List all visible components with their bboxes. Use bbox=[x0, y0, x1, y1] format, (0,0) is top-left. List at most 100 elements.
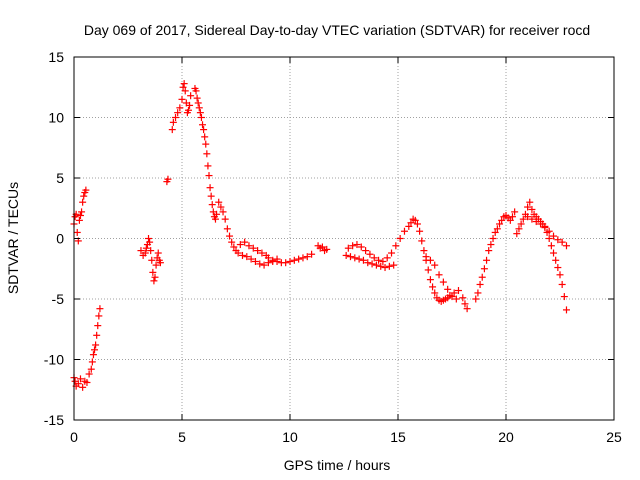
data-point bbox=[282, 259, 290, 267]
data-point bbox=[375, 256, 383, 264]
data-point bbox=[200, 126, 208, 134]
data-point bbox=[550, 232, 558, 240]
y-tick-label: -15 bbox=[44, 412, 64, 428]
data-point bbox=[204, 162, 212, 170]
data-point bbox=[251, 257, 259, 265]
y-axis-label: SDTVAR / TECUs bbox=[5, 182, 21, 294]
data-point bbox=[552, 256, 560, 264]
data-point bbox=[234, 249, 242, 257]
data-point bbox=[87, 365, 95, 373]
data-point bbox=[76, 212, 84, 220]
data-point bbox=[517, 220, 525, 228]
data-point bbox=[418, 237, 426, 245]
data-point bbox=[431, 289, 439, 297]
data-point bbox=[560, 293, 568, 301]
data-point bbox=[149, 268, 157, 276]
data-point bbox=[249, 244, 257, 252]
y-tick-label: 5 bbox=[56, 170, 64, 186]
data-point bbox=[366, 250, 374, 258]
data-point bbox=[187, 92, 195, 100]
data-point bbox=[303, 253, 311, 261]
data-point bbox=[80, 192, 88, 200]
data-point bbox=[362, 247, 370, 255]
data-point bbox=[205, 172, 213, 180]
data-point bbox=[194, 99, 202, 107]
data-point bbox=[92, 341, 100, 349]
data-point bbox=[308, 250, 316, 258]
data-point bbox=[372, 261, 380, 269]
data-point bbox=[226, 232, 234, 240]
data-point bbox=[524, 203, 532, 211]
data-point bbox=[206, 184, 214, 192]
data-point bbox=[454, 287, 462, 295]
data-point bbox=[93, 331, 101, 339]
data-point bbox=[245, 242, 253, 250]
data-point bbox=[168, 126, 176, 134]
data-point bbox=[91, 346, 99, 354]
data-point bbox=[426, 256, 434, 264]
data-point bbox=[413, 220, 421, 228]
data-point bbox=[95, 312, 103, 320]
data-point bbox=[196, 109, 204, 117]
data-point bbox=[349, 242, 357, 250]
data-point bbox=[82, 186, 90, 194]
data-point bbox=[186, 101, 194, 109]
data-point bbox=[146, 238, 154, 246]
data-point bbox=[528, 215, 536, 223]
data-point bbox=[431, 261, 439, 269]
data-point bbox=[228, 238, 236, 246]
data-point bbox=[346, 253, 354, 261]
y-tick-label: -10 bbox=[44, 352, 64, 368]
data-point bbox=[407, 219, 415, 227]
data-point bbox=[390, 261, 398, 269]
data-points bbox=[70, 80, 570, 391]
data-point bbox=[344, 244, 352, 252]
data-point bbox=[383, 254, 391, 262]
data-point bbox=[74, 380, 82, 388]
data-point bbox=[290, 256, 298, 264]
x-tick-label: 15 bbox=[390, 429, 406, 445]
data-point bbox=[532, 218, 540, 226]
data-point bbox=[400, 227, 408, 235]
data-point bbox=[342, 251, 350, 259]
data-point bbox=[357, 243, 365, 251]
data-point bbox=[195, 104, 203, 112]
data-point bbox=[273, 257, 281, 265]
data-point bbox=[230, 243, 238, 251]
data-point bbox=[543, 228, 551, 236]
data-point bbox=[238, 251, 246, 259]
data-point bbox=[172, 114, 180, 121]
data-point bbox=[511, 208, 519, 216]
data-point bbox=[79, 198, 87, 206]
y-tick-label: -5 bbox=[52, 291, 65, 307]
data-point bbox=[513, 230, 521, 238]
data-point bbox=[554, 236, 562, 244]
data-point bbox=[524, 213, 532, 221]
data-point bbox=[73, 228, 81, 236]
data-point bbox=[420, 247, 428, 255]
data-point bbox=[174, 109, 182, 117]
grid-lines bbox=[74, 57, 614, 420]
data-point bbox=[264, 254, 272, 262]
data-point bbox=[485, 247, 493, 255]
y-axis-ticks: -15 -10 -5 0 5 10 15 bbox=[44, 49, 614, 428]
y-tick-label: 0 bbox=[56, 231, 64, 247]
data-point bbox=[223, 225, 231, 233]
data-point bbox=[207, 192, 215, 200]
data-point bbox=[197, 114, 205, 121]
data-point bbox=[472, 295, 480, 303]
data-point bbox=[236, 241, 244, 249]
data-point bbox=[405, 222, 413, 230]
data-point bbox=[461, 300, 469, 308]
data-point bbox=[474, 289, 482, 297]
data-point bbox=[556, 271, 564, 279]
data-point bbox=[192, 87, 200, 95]
data-point bbox=[491, 228, 499, 236]
data-point bbox=[541, 224, 549, 232]
x-axis-label: GPS time / hours bbox=[284, 457, 391, 473]
data-point bbox=[545, 235, 553, 242]
data-point bbox=[489, 235, 497, 242]
data-point bbox=[217, 203, 225, 211]
data-point bbox=[562, 242, 570, 250]
